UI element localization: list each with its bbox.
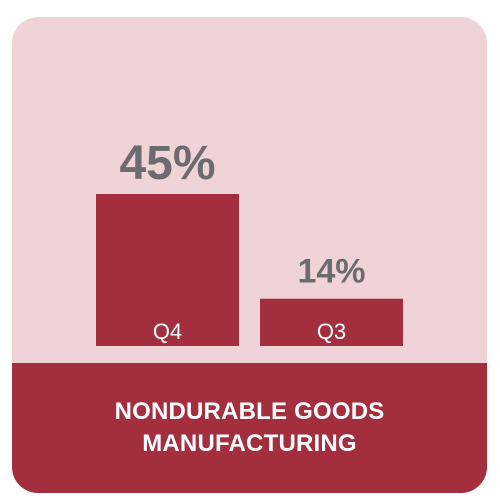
footer-title-line-1: NONDURABLE GOODS	[114, 398, 385, 425]
bar-chart: Q4 45% Q3 14%	[96, 137, 403, 346]
bar-q3	[260, 298, 403, 346]
bar-q4	[96, 194, 239, 346]
footer-title-line-2: MANUFACTURING	[142, 430, 357, 457]
chart-card: Q4 45% Q3 14% NONDURABLE GOODS MANUFACTURIN…	[12, 17, 487, 493]
category-label-q4: Q4	[153, 319, 182, 344]
category-label-q3: Q3	[317, 319, 346, 344]
bars-layer: Q4 45% Q3 14%	[96, 137, 403, 346]
value-label-q3: 14%	[297, 253, 365, 291]
footer-banner: NONDURABLE GOODS MANUFACTURING	[12, 363, 487, 493]
value-label-q4: 45%	[119, 137, 215, 190]
